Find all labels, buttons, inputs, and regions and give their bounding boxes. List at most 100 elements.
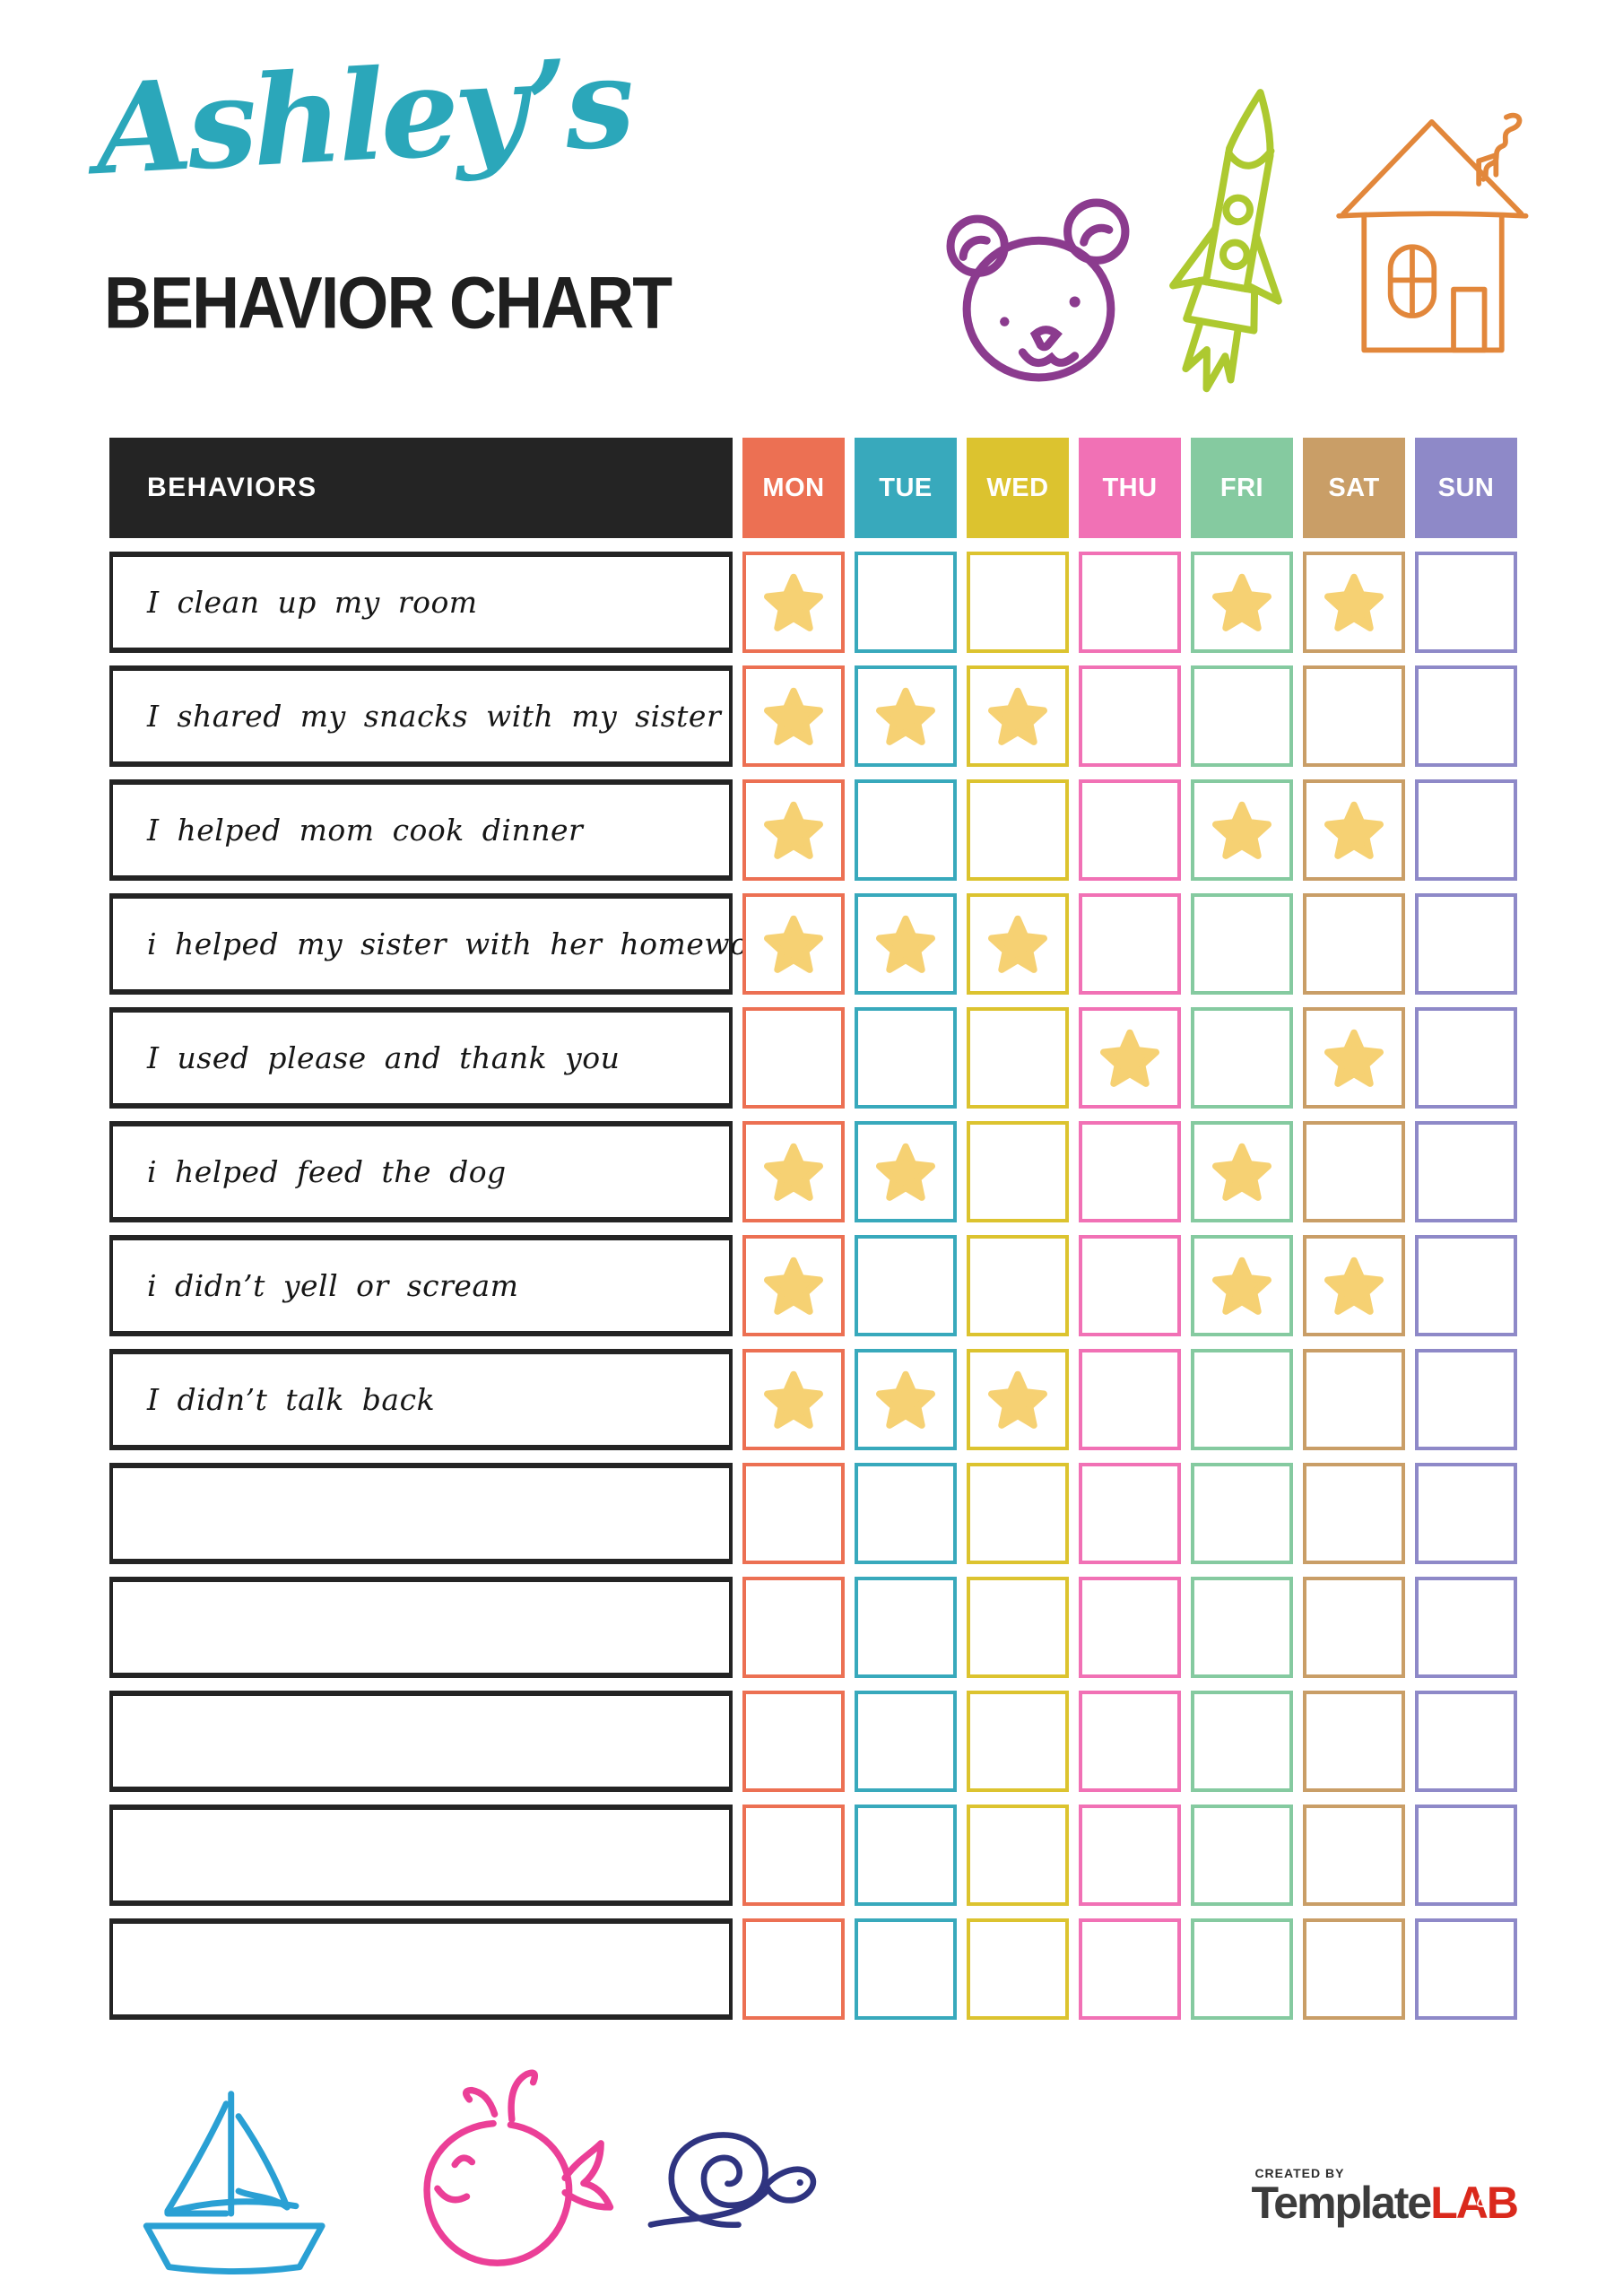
cell-wed-row8[interactable] [967, 1349, 1069, 1450]
cell-thu-row3[interactable] [1079, 779, 1181, 881]
cell-fri-row2[interactable] [1191, 665, 1293, 767]
cell-thu-row5[interactable] [1079, 1007, 1181, 1109]
cell-wed-row1[interactable] [967, 552, 1069, 653]
cell-sat-row12[interactable] [1303, 1805, 1405, 1906]
cell-sun-row13[interactable] [1415, 1918, 1517, 2020]
cell-thu-row4[interactable] [1079, 893, 1181, 995]
cell-mon-row1[interactable] [742, 552, 845, 653]
cell-fri-row1[interactable] [1191, 552, 1293, 653]
cell-mon-row6[interactable] [742, 1121, 845, 1222]
cell-mon-row10[interactable] [742, 1577, 845, 1678]
cell-tue-row7[interactable] [855, 1235, 957, 1336]
cell-thu-row6[interactable] [1079, 1121, 1181, 1222]
cell-mon-row13[interactable] [742, 1918, 845, 2020]
cell-mon-row12[interactable] [742, 1805, 845, 1906]
cell-sat-row9[interactable] [1303, 1463, 1405, 1564]
cell-mon-row8[interactable] [742, 1349, 845, 1450]
star-icon [988, 915, 1047, 973]
cell-thu-row2[interactable] [1079, 665, 1181, 767]
cell-wed-row6[interactable] [967, 1121, 1069, 1222]
cell-mon-row11[interactable] [742, 1691, 845, 1792]
cell-thu-row11[interactable] [1079, 1691, 1181, 1792]
cell-wed-row5[interactable] [967, 1007, 1069, 1109]
cell-sat-row1[interactable] [1303, 552, 1405, 653]
cell-mon-row4[interactable] [742, 893, 845, 995]
cell-tue-row9[interactable] [855, 1463, 957, 1564]
cell-fri-row5[interactable] [1191, 1007, 1293, 1109]
cell-tue-row3[interactable] [855, 779, 957, 881]
cell-thu-row7[interactable] [1079, 1235, 1181, 1336]
cell-sat-row2[interactable] [1303, 665, 1405, 767]
cell-fri-row6[interactable] [1191, 1121, 1293, 1222]
behavior-label-box[interactable] [109, 1691, 733, 1792]
cell-sun-row10[interactable] [1415, 1577, 1517, 1678]
cell-wed-row12[interactable] [967, 1805, 1069, 1906]
cell-thu-row9[interactable] [1079, 1463, 1181, 1564]
cell-fri-row8[interactable] [1191, 1349, 1293, 1450]
cell-sun-row8[interactable] [1415, 1349, 1517, 1450]
cell-sat-row4[interactable] [1303, 893, 1405, 995]
cell-mon-row5[interactable] [742, 1007, 845, 1109]
cell-sun-row7[interactable] [1415, 1235, 1517, 1336]
cell-wed-row4[interactable] [967, 893, 1069, 995]
cell-sat-row11[interactable] [1303, 1691, 1405, 1792]
cell-wed-row11[interactable] [967, 1691, 1069, 1792]
cell-fri-row3[interactable] [1191, 779, 1293, 881]
cell-sun-row5[interactable] [1415, 1007, 1517, 1109]
cell-sat-row7[interactable] [1303, 1235, 1405, 1336]
cell-fri-row13[interactable] [1191, 1918, 1293, 2020]
cell-tue-row2[interactable] [855, 665, 957, 767]
cell-tue-row11[interactable] [855, 1691, 957, 1792]
cell-wed-row2[interactable] [967, 665, 1069, 767]
table-header-row: BEHAVIORS MON TUE WED THU FRI SAT SUN [109, 438, 1517, 538]
cell-sat-row6[interactable] [1303, 1121, 1405, 1222]
cell-thu-row12[interactable] [1079, 1805, 1181, 1906]
cell-sat-row8[interactable] [1303, 1349, 1405, 1450]
cell-sun-row6[interactable] [1415, 1121, 1517, 1222]
cell-tue-row4[interactable] [855, 893, 957, 995]
behavior-label-box: I didn’t talk back [109, 1349, 733, 1450]
cell-sun-row2[interactable] [1415, 665, 1517, 767]
cell-mon-row2[interactable] [742, 665, 845, 767]
cell-fri-row11[interactable] [1191, 1691, 1293, 1792]
behavior-label-box[interactable] [109, 1577, 733, 1678]
cell-thu-row10[interactable] [1079, 1577, 1181, 1678]
cell-thu-row8[interactable] [1079, 1349, 1181, 1450]
cell-thu-row1[interactable] [1079, 552, 1181, 653]
cell-tue-row10[interactable] [855, 1577, 957, 1678]
cell-sun-row11[interactable] [1415, 1691, 1517, 1792]
cell-wed-row3[interactable] [967, 779, 1069, 881]
cell-fri-row4[interactable] [1191, 893, 1293, 995]
cell-tue-row13[interactable] [855, 1918, 957, 2020]
behavior-label-box[interactable] [109, 1463, 733, 1564]
cell-mon-row7[interactable] [742, 1235, 845, 1336]
cell-wed-row9[interactable] [967, 1463, 1069, 1564]
cell-wed-row10[interactable] [967, 1577, 1069, 1678]
cell-sat-row10[interactable] [1303, 1577, 1405, 1678]
cell-fri-row7[interactable] [1191, 1235, 1293, 1336]
cell-sat-row3[interactable] [1303, 779, 1405, 881]
cell-mon-row9[interactable] [742, 1463, 845, 1564]
cell-sun-row1[interactable] [1415, 552, 1517, 653]
cell-sun-row4[interactable] [1415, 893, 1517, 995]
cell-wed-row13[interactable] [967, 1918, 1069, 2020]
cell-tue-row1[interactable] [855, 552, 957, 653]
cell-sun-row3[interactable] [1415, 779, 1517, 881]
cell-tue-row12[interactable] [855, 1805, 957, 1906]
cell-sat-row13[interactable] [1303, 1918, 1405, 2020]
cell-fri-row12[interactable] [1191, 1805, 1293, 1906]
cell-sun-row9[interactable] [1415, 1463, 1517, 1564]
cell-mon-row3[interactable] [742, 779, 845, 881]
behavior-label-box[interactable] [109, 1918, 733, 2020]
day-header-mon: MON [742, 438, 845, 538]
cell-fri-row10[interactable] [1191, 1577, 1293, 1678]
cell-sat-row5[interactable] [1303, 1007, 1405, 1109]
cell-thu-row13[interactable] [1079, 1918, 1181, 2020]
cell-tue-row8[interactable] [855, 1349, 957, 1450]
behavior-label-box[interactable] [109, 1805, 733, 1906]
cell-fri-row9[interactable] [1191, 1463, 1293, 1564]
cell-tue-row5[interactable] [855, 1007, 957, 1109]
cell-tue-row6[interactable] [855, 1121, 957, 1222]
cell-sun-row12[interactable] [1415, 1805, 1517, 1906]
cell-wed-row7[interactable] [967, 1235, 1069, 1336]
